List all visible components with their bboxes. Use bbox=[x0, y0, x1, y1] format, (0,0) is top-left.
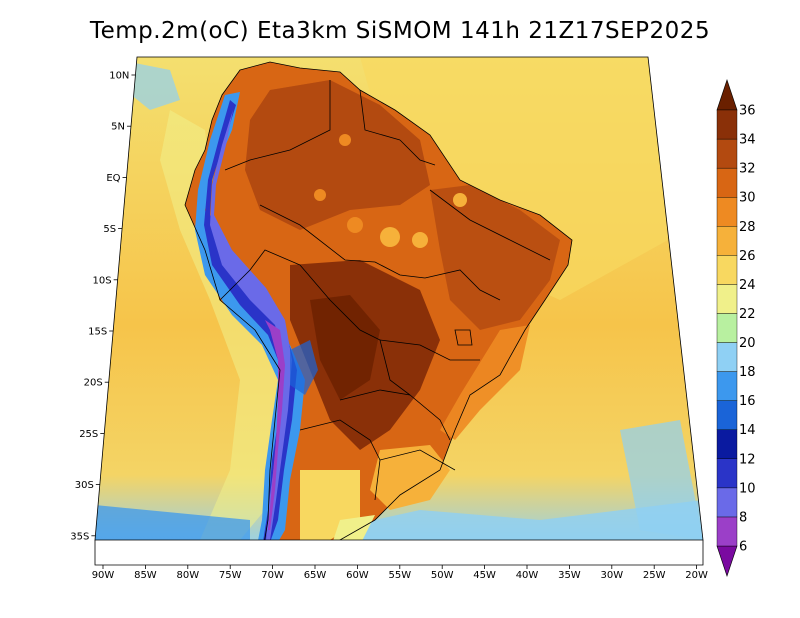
colorbar-swatch bbox=[716, 109, 738, 140]
colorbar-level-label: 12 bbox=[739, 452, 756, 467]
colorbar-level-label: 20 bbox=[739, 336, 756, 351]
latitude-labels: 10N 5N EQ 5S 10S 15S 20S 25S 30S 35S bbox=[70, 71, 136, 542]
colorbar-bottom-arrow bbox=[716, 545, 738, 577]
lat-label: 20S bbox=[84, 378, 103, 389]
colorbar-level-label: 24 bbox=[739, 278, 756, 293]
colorbar-swatch bbox=[716, 255, 738, 285]
lon-label: 60W bbox=[346, 570, 369, 581]
colorbar-level-label: 22 bbox=[739, 307, 756, 322]
lon-label: 20W bbox=[685, 570, 708, 581]
colorbar-level-label: 36 bbox=[739, 104, 756, 119]
lat-label: 25S bbox=[79, 429, 98, 440]
colorbar-level-label: 32 bbox=[739, 162, 756, 177]
colorbar-level-label: 14 bbox=[739, 423, 756, 438]
colorbar-swatch bbox=[716, 487, 738, 518]
country-borders bbox=[184, 61, 573, 540]
colorbar-swatch bbox=[716, 516, 738, 547]
colorbar-swatch bbox=[716, 196, 738, 227]
lat-label: 30S bbox=[75, 480, 94, 491]
lat-label: 15S bbox=[88, 327, 107, 338]
colorbar-level-label: 8 bbox=[739, 510, 747, 525]
map-domain bbox=[95, 57, 703, 540]
colorbar-level-label: 18 bbox=[739, 365, 756, 380]
colorbar-swatch bbox=[716, 371, 738, 401]
colorbar-level-label: 28 bbox=[739, 220, 756, 235]
colorbar-level-label: 30 bbox=[739, 191, 756, 206]
lon-label: 85W bbox=[134, 570, 157, 581]
colorbar-swatch bbox=[716, 167, 738, 198]
lat-label: 35S bbox=[70, 531, 89, 542]
lat-label: EQ bbox=[106, 173, 120, 184]
lon-label: 40W bbox=[516, 570, 539, 581]
colorbar-swatch bbox=[716, 429, 738, 460]
lon-label: 90W bbox=[92, 570, 115, 581]
colorbar-level-label: 6 bbox=[739, 540, 747, 555]
colorbar-level-label: 10 bbox=[739, 481, 756, 496]
lat-label: 10N bbox=[109, 71, 129, 82]
lon-label: 80W bbox=[176, 570, 199, 581]
longitude-labels: 90W 85W 80W 75W 70W 65W 60W 55W 50W 45W 40W 35W 30W 2… bbox=[92, 565, 708, 581]
lon-label: 65W bbox=[304, 570, 327, 581]
lat-label: 10S bbox=[93, 275, 112, 286]
colorbar: 6 8 10 12 14 16 18 20 22 24 26 28 30 32 34 36 bbox=[716, 79, 756, 577]
lon-label: 70W bbox=[261, 570, 284, 581]
lon-label: 30W bbox=[600, 570, 623, 581]
colorbar-top-arrow bbox=[716, 79, 738, 111]
colorbar-swatch bbox=[716, 226, 738, 256]
colorbar-swatch bbox=[716, 342, 738, 372]
colorbar-swatch bbox=[716, 313, 738, 343]
lat-label: 5N bbox=[111, 122, 125, 133]
lon-label: 75W bbox=[219, 570, 242, 581]
lon-label: 55W bbox=[388, 570, 411, 581]
lon-label: 35W bbox=[558, 570, 581, 581]
lon-label: 25W bbox=[643, 570, 666, 581]
colorbar-level-label: 34 bbox=[739, 133, 756, 148]
colorbar-swatch bbox=[716, 400, 738, 430]
lon-label: 50W bbox=[431, 570, 454, 581]
lat-label: 5S bbox=[103, 224, 116, 235]
colorbar-swatch bbox=[716, 284, 738, 314]
colorbar-level-label: 16 bbox=[739, 394, 756, 409]
colorbar-level-label: 26 bbox=[739, 249, 756, 264]
colorbar-swatch bbox=[716, 138, 738, 169]
colorbar-swatch bbox=[716, 458, 738, 489]
lon-label: 45W bbox=[473, 570, 496, 581]
map-title: Temp.2m(oC) Eta3km SiSMOM 141h 21Z17SEP2… bbox=[89, 18, 711, 44]
